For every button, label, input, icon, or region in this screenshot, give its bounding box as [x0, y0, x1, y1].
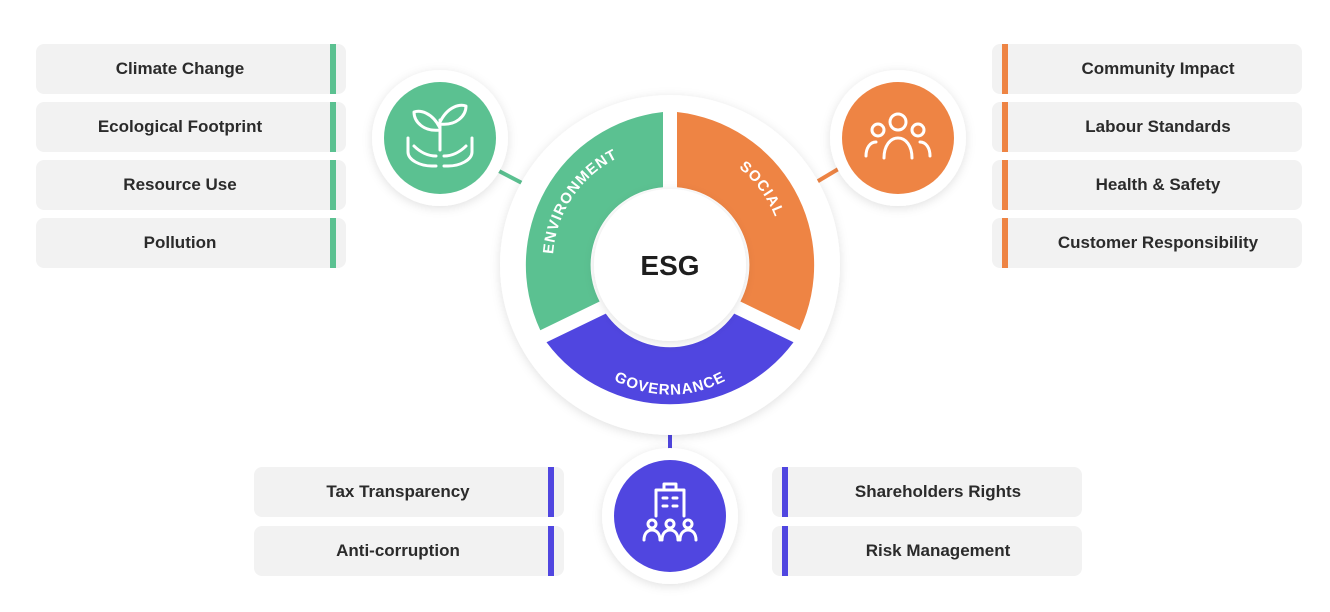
governance-accent-bar: [548, 467, 554, 517]
social-item-card: Community Impact: [992, 44, 1302, 94]
social-icon-badge: [830, 70, 966, 206]
governance-item-card: Anti-corruption: [254, 526, 564, 576]
social-item-label: Labour Standards: [1085, 117, 1231, 136]
social-accent-bar: [1002, 160, 1008, 210]
social-item-card: Health & Safety: [992, 160, 1302, 210]
governance-segment: [546, 313, 794, 405]
environment-item-label: Ecological Footprint: [97, 117, 263, 136]
governance-icon-badge: [602, 448, 738, 584]
environment-item-label: Pollution: [143, 233, 217, 252]
environment-accent-bar: [330, 102, 336, 152]
people-group-icon: [864, 112, 932, 160]
building-people-icon: [642, 482, 698, 542]
center-circle: [594, 189, 746, 341]
social-item-card: Labour Standards: [992, 102, 1302, 152]
governance-item-label: Anti-corruption: [336, 541, 460, 560]
environment-icon-badge: [372, 70, 508, 206]
governance-item-label: Tax Transparency: [326, 482, 470, 501]
governance-item-label: Risk Management: [865, 541, 1011, 560]
social-accent-bar: [1002, 44, 1008, 94]
governance-accent-bar: [782, 526, 788, 576]
environment-item-label: Climate Change: [115, 59, 245, 78]
social-accent-bar: [1002, 218, 1008, 268]
environment-segment: [525, 112, 663, 331]
environment-item-card: Pollution: [36, 218, 346, 268]
governance-accent-bar: [548, 526, 554, 576]
social-item-card: Customer Responsibility: [992, 218, 1302, 268]
environment-accent-bar: [330, 44, 336, 94]
center-label: ESG: [640, 250, 699, 281]
environment-item-label: Resource Use: [123, 175, 237, 194]
social-segment: [677, 112, 815, 331]
governance-accent-bar: [782, 467, 788, 517]
social-item-label: Community Impact: [1081, 59, 1235, 78]
social-item-label: Customer Responsibility: [1057, 233, 1259, 252]
social-accent-bar: [1002, 102, 1008, 152]
governance-item-card: Risk Management: [772, 526, 1082, 576]
governance-item-card: Tax Transparency: [254, 467, 564, 517]
environment-accent-bar: [330, 160, 336, 210]
environment-item-card: Ecological Footprint: [36, 102, 346, 152]
social-item-label: Health & Safety: [1095, 175, 1221, 194]
environment-accent-bar: [330, 218, 336, 268]
governance-item-label: Shareholders Rights: [854, 482, 1022, 501]
governance-item-card: Shareholders Rights: [772, 467, 1082, 517]
environment-item-card: Resource Use: [36, 160, 346, 210]
plant-hands-icon: [406, 103, 474, 168]
environment-item-card: Climate Change: [36, 44, 346, 94]
